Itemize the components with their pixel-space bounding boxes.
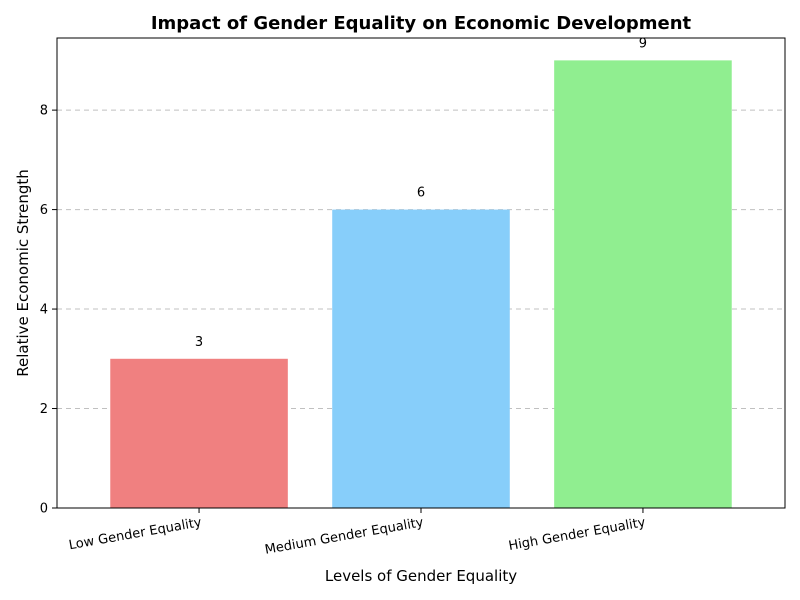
y-tick-label: 0 xyxy=(40,502,48,517)
y-axis: 0 2 4 6 8 xyxy=(40,104,57,517)
bar-value-label: 6 xyxy=(417,186,425,201)
y-tick-label: 8 xyxy=(40,104,48,119)
x-tick-label: Low Gender Equality xyxy=(68,515,203,553)
x-tick-label: Medium Gender Equality xyxy=(264,515,425,558)
y-tick-label: 4 xyxy=(40,303,48,318)
bar-low-gender-equality xyxy=(110,358,288,508)
chart-title: Impact of Gender Equality on Economic De… xyxy=(151,13,692,34)
x-axis: Low Gender Equality Medium Gender Equalit… xyxy=(68,508,647,558)
bars xyxy=(110,60,732,509)
bar-value-label: 3 xyxy=(195,335,203,350)
bar-value-label: 9 xyxy=(639,36,647,51)
y-tick-label: 2 xyxy=(40,402,48,417)
y-axis-label: Relative Economic Strength xyxy=(14,169,32,377)
bar-high-gender-equality xyxy=(554,60,732,508)
bar-labels: 3 6 9 xyxy=(195,36,647,349)
x-tick-label: High Gender Equality xyxy=(507,515,647,554)
bar-medium-gender-equality xyxy=(332,209,510,509)
y-tick-label: 6 xyxy=(40,203,48,218)
x-axis-label: Levels of Gender Equality xyxy=(325,567,517,585)
